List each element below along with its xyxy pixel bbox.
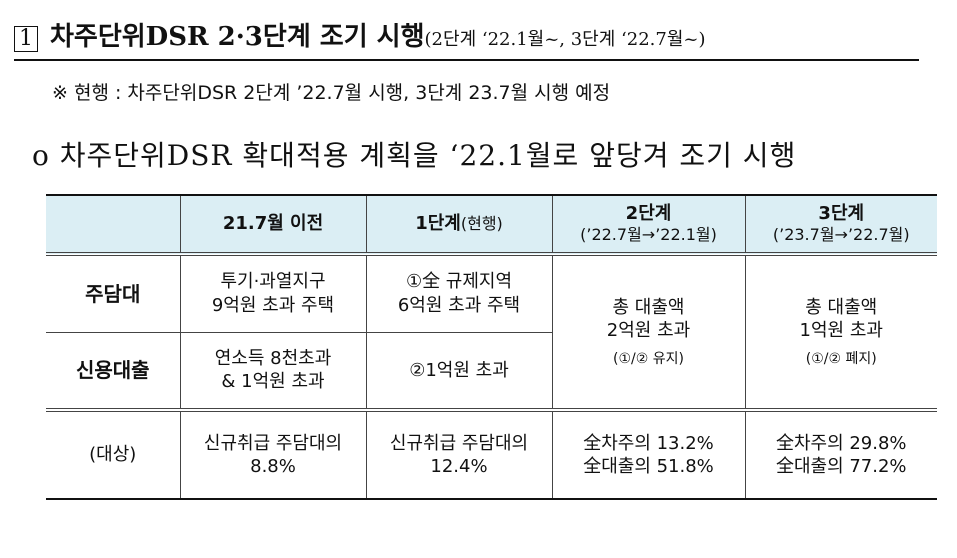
header-stage1-label: 1단계 [415, 213, 461, 235]
target-stage1: 신규취급 주담대의 12.4% [365, 410, 552, 500]
stage2-criteria: 총 대출액 2억원 초과 (①/② 유지) [551, 254, 745, 412]
header-blank-cell [46, 194, 180, 256]
dsr-stage-table: 21.7월 이전 1단계(현행) 2단계 (’22.7월→’22.1월) 3단계… [46, 194, 937, 500]
table-row: 신용대출 연소득 8천초과 & 1억원 초과 ②1억원 초과 [46, 332, 937, 412]
credit-stage1: ②1억원 초과 [365, 332, 552, 412]
mortgage-before-2107: 투기·과열지구 9억원 초과 주택 [179, 254, 366, 333]
mortgage-before-line1: 투기·과열지구 [220, 271, 326, 293]
credit-before-2107: 연소득 8천초과 & 1억원 초과 [179, 332, 366, 412]
credit-before-line2: & 1억원 초과 [221, 371, 325, 393]
stage3-criteria-line2: 1억원 초과 [799, 319, 883, 341]
credit-before-line1: 연소득 8천초과 [214, 347, 332, 369]
current-status-note: ※ 현행 : 차주단위DSR 2단계 ’22.7월 시행, 3단계 23.7월 … [52, 82, 611, 104]
table-row: 주담대 투기·과열지구 9억원 초과 주택 ①全 규제지역 6억원 초과 주택 … [46, 254, 937, 412]
target-stage2: 全차주의 13.2% 全대출의 51.8% [551, 410, 745, 500]
mortgage-stage1-line1: ①全 규제지역 [405, 271, 513, 293]
target-stage1-line1: 신규취급 주담대의 [389, 432, 529, 454]
target-before-line1: 신규취급 주담대의 [203, 432, 343, 454]
target-before-line2: 8.8% [250, 456, 296, 477]
mortgage-stage1-line2: 6억원 초과 주택 [397, 294, 521, 316]
table-row: (대상) 신규취급 주담대의 8.8% 신규취급 주담대의 12.4% 全차주의… [46, 410, 937, 500]
section-number: 1 [14, 26, 38, 52]
row-label-target: (대상) [46, 410, 180, 500]
section-title: 차주단위DSR 2·3단계 조기 시행 [50, 22, 425, 52]
stage3-criteria-line1: 총 대출액 [805, 296, 878, 318]
bullet-text: 차주단위DSR 확대적용 계획을 ‘22.1월로 앞당겨 조기 시행 [59, 139, 797, 172]
target-stage1-line2: 12.4% [430, 456, 488, 477]
target-stage2-line2: 全대출의 51.8% [583, 456, 714, 477]
target-before-2107: 신규취급 주담대의 8.8% [179, 410, 366, 500]
target-stage3-line1: 全차주의 29.8% [775, 432, 907, 454]
table-header-row: 21.7월 이전 1단계(현행) 2단계 (’22.7월→’22.1월) 3단계… [46, 194, 937, 256]
mortgage-before-line2: 9억원 초과 주택 [211, 294, 335, 316]
target-stage2-line1: 全차주의 13.2% [583, 432, 714, 454]
section-heading: 1 차주단위DSR 2·3단계 조기 시행 (2단계 ‘22.1월~, 3단계 … [14, 16, 919, 61]
mortgage-stage1: ①全 규제지역 6억원 초과 주택 [365, 254, 552, 333]
header-stage1: 1단계(현행) [365, 194, 552, 256]
stage3-criteria: 총 대출액 1억원 초과 (①/② 폐지) [744, 254, 937, 412]
header-stage3-schedule: (’23.7월→’22.7월) [772, 225, 910, 245]
header-before-2107: 21.7월 이전 [179, 194, 366, 256]
header-stage2-schedule: (’22.7월→’22.1월) [580, 225, 717, 245]
row-label-mortgage: 주담대 [46, 254, 180, 333]
header-stage3-title: 3단계 [818, 202, 865, 224]
header-stage3: 3단계 (’23.7월→’22.7월) [744, 194, 937, 256]
header-stage2-title: 2단계 [625, 202, 672, 224]
stage2-criteria-line1: 총 대출액 [612, 296, 685, 318]
stage3-criteria-note: (①/② 폐지) [805, 351, 877, 368]
target-stage3: 全차주의 29.8% 全대출의 77.2% [744, 410, 937, 500]
header-stage2: 2단계 (’22.7월→’22.1월) [551, 194, 745, 256]
section-subtitle: (2단계 ‘22.1월~, 3단계 ‘22.7월~) [424, 29, 706, 50]
target-stage3-line2: 全대출의 77.2% [775, 456, 907, 477]
stage2-criteria-note: (①/② 유지) [613, 351, 684, 368]
bullet-line: o 차주단위DSR 확대적용 계획을 ‘22.1월로 앞당겨 조기 시행 [32, 134, 796, 174]
row-label-credit: 신용대출 [46, 332, 180, 412]
header-stage1-current: (현행) [460, 214, 503, 234]
bullet-marker: o [32, 139, 50, 172]
stage2-criteria-line2: 2억원 초과 [606, 319, 691, 341]
